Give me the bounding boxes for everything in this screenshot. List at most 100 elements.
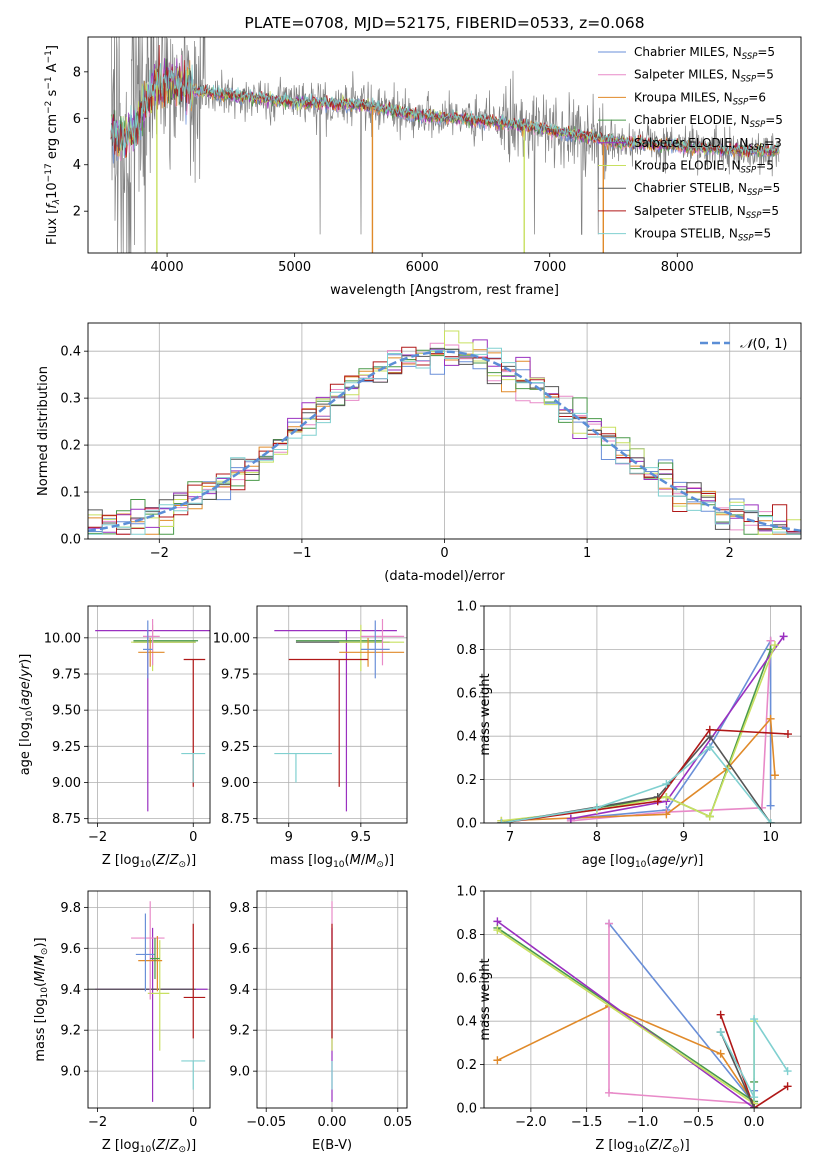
y-tick-label: 9.6 — [229, 942, 250, 957]
weight-marker — [766, 714, 775, 723]
weight-line — [608, 922, 755, 1106]
axes-mass-vs-ebv: −0.05 0.00 0.05 9.0 9.2 9.4 9.6 9.8 E(B-V) — [229, 890, 412, 1153]
x-tick-label: 8 — [593, 830, 601, 845]
y-tick-label: 9.6 — [60, 942, 81, 957]
x-tick-label: −1.5 — [571, 1115, 603, 1130]
legend-label: Chabrier STELIB, NSSP=5 — [634, 181, 780, 198]
y-tick-label: 0.2 — [456, 773, 477, 788]
x-axis-label: age [log10(age/yr)] — [582, 853, 704, 870]
y-tick-label: 0.4 — [456, 1015, 477, 1030]
plot-area-weight-vs-z — [484, 891, 801, 1108]
y-axis-label: age [log10(age/yr)] — [18, 654, 35, 776]
weight-marker — [566, 814, 575, 823]
x-tick-label: −2.0 — [515, 1115, 547, 1130]
axes-frame — [87, 605, 211, 824]
y-tick-label: 9.2 — [229, 1024, 250, 1039]
x-tick-label: 0 — [440, 546, 448, 561]
weight-marker — [705, 725, 714, 734]
x-tick-label: 9.5 — [351, 830, 372, 845]
y-tick-label: 9.0 — [60, 1065, 81, 1080]
axes-age-vs-mass: 9 9.5 8.75 9.00 9.25 9.50 9.75 10.00 mass [log10… — [213, 605, 408, 870]
y-tick-label: 9.00 — [52, 776, 81, 791]
y-tick-label: 9.50 — [52, 704, 81, 719]
axes-frame — [87, 36, 802, 254]
x-tick-label: 7000 — [533, 260, 566, 275]
weight-marker — [750, 1093, 759, 1102]
y-tick-label: 0.4 — [60, 345, 81, 360]
y-tick-label: 0.2 — [60, 439, 81, 454]
x-tick-label: 0 — [189, 830, 197, 845]
y-tick-label: 9.0 — [229, 1065, 250, 1080]
model-spectrum — [110, 63, 780, 157]
plot-area-mass-vs-ebv — [257, 891, 407, 1108]
y-tick-label: 0.0 — [456, 1102, 477, 1117]
x-tick-label: 1 — [583, 546, 591, 561]
weight-marker — [750, 1015, 759, 1024]
plot-area-age-vs-z — [88, 606, 210, 823]
y-tick-label: 9.4 — [229, 983, 250, 998]
legend-label: Salpeter MILES, NSSP=5 — [634, 68, 774, 85]
y-tick-label: 0.1 — [60, 486, 81, 501]
x-tick-label: 10 — [762, 830, 779, 845]
y-tick-label: 9.00 — [221, 776, 250, 791]
x-tick-label: −2 — [88, 830, 107, 845]
axes-weight-vs-z: −2.0 −1.5 −1.0 −0.5 0.0 0.0 0.2 0.4 0.6 0.8 1.0 Z [… — [456, 885, 802, 1155]
weight-marker — [497, 819, 506, 823]
x-axis-label: E(B-V) — [312, 1138, 352, 1153]
weight-marker — [779, 632, 788, 641]
x-axis-label: Z [log10(Z/Z⊙)] — [102, 853, 196, 870]
x-tick-label: −2 — [150, 546, 169, 561]
weight-marker — [750, 1104, 759, 1108]
y-tick-label: 10.00 — [213, 631, 250, 646]
y-tick-label: 9.4 — [60, 983, 81, 998]
x-tick-label: −0.5 — [683, 1115, 715, 1130]
weight-line — [719, 1014, 789, 1108]
weight-line — [501, 728, 789, 823]
legend: Chabrier MILES, NSSP=5 Salpeter MILES, NS… — [598, 45, 783, 244]
chart-title: PLATE=0708, MJD=52175, FIBERID=0533, z=0… — [244, 14, 644, 32]
plot-area-weight-vs-age — [484, 606, 801, 823]
weight-marker — [766, 819, 775, 823]
y-tick-label: 0.0 — [456, 817, 477, 832]
x-tick-label: 2 — [726, 546, 734, 561]
weight-marker — [716, 1049, 725, 1058]
y-axis-label: mass [log10(M/M⊙)] — [33, 937, 50, 1061]
y-tick-label: 0.6 — [456, 686, 477, 701]
axes-weight-vs-age: 7 8 9 10 0.0 0.2 0.4 0.6 0.8 1.0 age [log10(age/yr… — [456, 600, 802, 870]
y-tick-label: 8 — [73, 65, 81, 80]
axes-age-vs-z: −2 0 8.75 9.00 9.25 9.50 9.75 10.00 Z [log10(Z/Z… — [18, 605, 211, 870]
axes-frame — [87, 322, 802, 540]
y-tick-label: 1.0 — [456, 600, 477, 615]
x-axis-label: Z [log10(Z/Z⊙)] — [595, 1138, 689, 1155]
x-tick-label: 9 — [285, 830, 293, 845]
y-tick-label: 9.25 — [221, 740, 250, 755]
x-tick-label: 6000 — [406, 260, 439, 275]
y-axis-label: mass weight — [478, 673, 493, 755]
y-tick-label: 2 — [73, 205, 81, 220]
weight-marker — [653, 797, 662, 806]
y-tick-label: 0.6 — [456, 971, 477, 986]
axes-frame — [87, 890, 211, 1109]
x-tick-label: −2 — [88, 1115, 107, 1130]
weight-marker — [783, 1082, 792, 1091]
y-axis-label: Flux [fλ10−17 erg cm−2 s−1 A−1] — [44, 45, 62, 245]
weight-marker — [592, 803, 601, 812]
y-tick-label: 9.75 — [52, 667, 81, 682]
legend-label: 𝒩(0, 1) — [740, 337, 787, 352]
x-tick-label: 0.00 — [318, 1115, 347, 1130]
residual-histogram — [88, 347, 801, 535]
y-tick-label: 0.2 — [456, 1058, 477, 1073]
x-tick-label: 0.0 — [744, 1115, 765, 1130]
y-tick-label: 8.75 — [52, 812, 81, 827]
weight-line — [719, 1031, 755, 1108]
x-tick-label: −1 — [292, 546, 311, 561]
weight-marker — [705, 743, 714, 752]
x-axis-label: Z [log10(Z/Z⊙)] — [102, 1138, 196, 1155]
weight-marker — [493, 917, 502, 926]
x-axis-label: mass [log10(M/M⊙)] — [270, 853, 394, 870]
weight-marker — [493, 926, 502, 935]
y-tick-label: 9.8 — [229, 901, 250, 916]
legend-label: Kroupa MILES, NSSP=6 — [634, 90, 766, 107]
weight-marker — [716, 1010, 725, 1019]
